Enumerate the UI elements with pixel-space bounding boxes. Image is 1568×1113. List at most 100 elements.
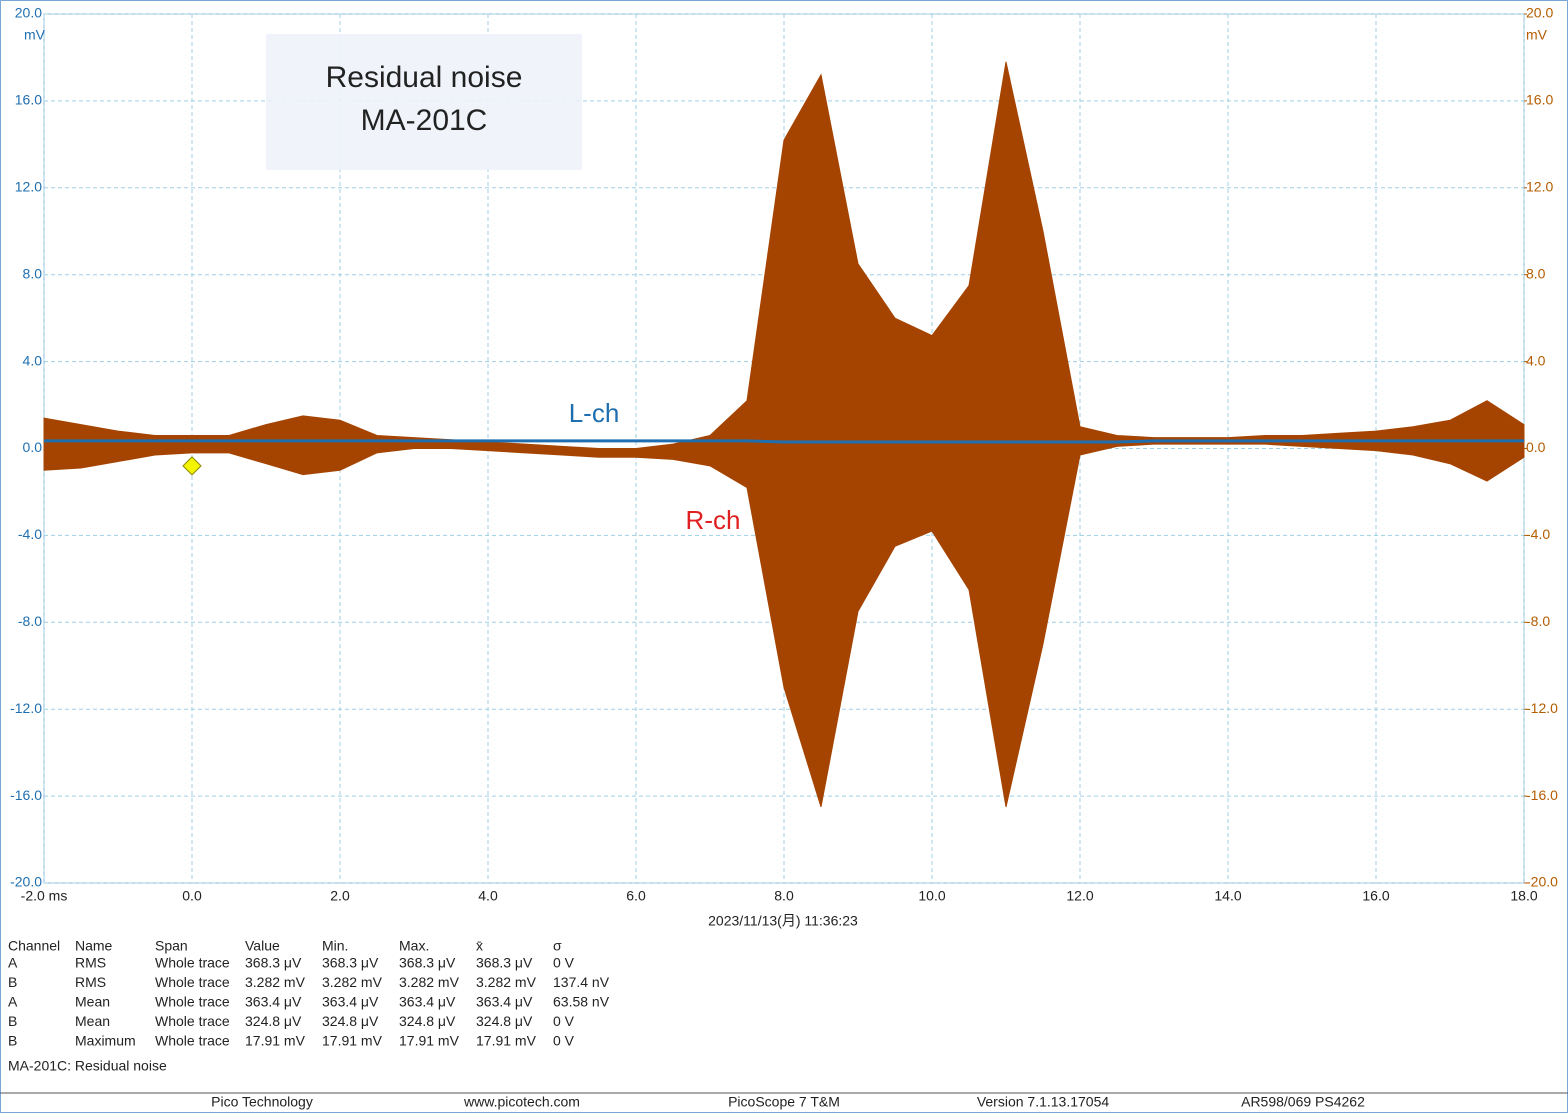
x-tick-label: 4.0	[478, 888, 498, 904]
y2-tick-label: 8.0	[1526, 265, 1546, 281]
table-cell: Mean	[75, 1013, 110, 1029]
y-tick-label: 12.0	[15, 179, 42, 195]
table-cell: 17.91 mV	[476, 1033, 537, 1049]
table-cell: 0 V	[553, 1013, 575, 1029]
table-header: Max.	[399, 938, 429, 954]
table-cell: 368.3 μV	[399, 955, 456, 971]
x-tick-label: 2.0	[330, 888, 350, 904]
note: MA-201C: Residual noise	[8, 1058, 167, 1074]
table-cell: 17.91 mV	[399, 1033, 460, 1049]
table-cell: 3.282 mV	[476, 974, 537, 990]
x-tick-label: 10.0	[918, 888, 945, 904]
table-cell: 363.4 μV	[245, 994, 302, 1010]
y-tick-label: -12.0	[10, 700, 42, 716]
table-header: Name	[75, 938, 113, 954]
y-tick-label: 0.0	[23, 439, 43, 455]
table-cell: Whole trace	[155, 955, 230, 971]
y2-tick-label: -12.0	[1526, 700, 1558, 716]
table-cell: B	[8, 1013, 17, 1029]
y2-unit: mV	[1526, 27, 1548, 43]
x-tick-label: 8.0	[774, 888, 794, 904]
y2-tick-label: 20.0	[1526, 5, 1553, 21]
x-tick-label: 18.0	[1510, 888, 1537, 904]
y-tick-label: 4.0	[23, 352, 43, 368]
y-unit: mV	[24, 27, 46, 43]
x-tick-label: 0.0	[182, 888, 202, 904]
table-cell: B	[8, 974, 17, 990]
table-header: Value	[245, 938, 280, 954]
y2-tick-label: 16.0	[1526, 92, 1553, 108]
x-tick-label: 14.0	[1214, 888, 1241, 904]
annotation-line: Residual noise	[326, 61, 523, 94]
table-cell: 17.91 mV	[322, 1033, 383, 1049]
table-header: Channel	[8, 938, 60, 954]
x-tick-label: 6.0	[626, 888, 646, 904]
table-cell: A	[8, 994, 18, 1010]
table-cell: RMS	[75, 955, 106, 971]
table-cell: Maximum	[75, 1033, 136, 1049]
table-cell: 0 V	[553, 955, 575, 971]
table-cell: 368.3 μV	[245, 955, 302, 971]
footer-item: Version 7.1.13.17054	[977, 1094, 1110, 1110]
y2-tick-label: 4.0	[1526, 352, 1546, 368]
y-tick-label: -8.0	[18, 613, 42, 629]
y-tick-label: 20.0	[15, 5, 42, 21]
trigger-marker	[182, 456, 202, 476]
table-cell: 363.4 μV	[322, 994, 379, 1010]
y2-tick-label: -16.0	[1526, 787, 1558, 803]
table-cell: B	[8, 1033, 17, 1049]
footer-item: PicoScope 7 T&M	[728, 1094, 840, 1110]
y-tick-label: 16.0	[15, 92, 42, 108]
series-label: R-ch	[686, 505, 741, 535]
table-cell: Whole trace	[155, 1013, 230, 1029]
table-cell: 3.282 mV	[245, 974, 306, 990]
table-cell: RMS	[75, 974, 106, 990]
table-header: Min.	[322, 938, 348, 954]
table-cell: Whole trace	[155, 974, 230, 990]
table-cell: 17.91 mV	[245, 1033, 306, 1049]
x-tick-label: 16.0	[1362, 888, 1389, 904]
x-tick-label: -2.0 ms	[21, 888, 68, 904]
table-cell: 363.4 μV	[399, 994, 456, 1010]
y2-tick-label: -20.0	[1526, 874, 1558, 890]
table-cell: A	[8, 955, 18, 971]
annotation-line: MA-201C	[361, 104, 488, 137]
table-cell: 63.58 nV	[553, 994, 610, 1010]
table-cell: Mean	[75, 994, 110, 1010]
table-cell: 324.8 μV	[322, 1013, 379, 1029]
y2-tick-label: -8.0	[1526, 613, 1550, 629]
y-tick-label: -4.0	[18, 526, 42, 542]
annotation-box	[266, 34, 582, 170]
table-header: x̄	[476, 938, 483, 954]
table-cell: Whole trace	[155, 994, 230, 1010]
table-cell: 324.8 μV	[399, 1013, 456, 1029]
footer-item: Pico Technology	[211, 1094, 313, 1110]
y-tick-label: 8.0	[23, 265, 43, 281]
y2-tick-label: 12.0	[1526, 179, 1553, 195]
trace-line	[44, 439, 1524, 444]
series-label: L-ch	[569, 398, 620, 428]
table-cell: 324.8 μV	[245, 1013, 302, 1029]
table-cell: Whole trace	[155, 1033, 230, 1049]
table-cell: 368.3 μV	[476, 955, 533, 971]
x-tick-label: 12.0	[1066, 888, 1093, 904]
footer-item: www.picotech.com	[463, 1094, 580, 1110]
table-cell: 137.4 nV	[553, 974, 610, 990]
y2-tick-label: -4.0	[1526, 526, 1550, 542]
table-cell: 0 V	[553, 1033, 575, 1049]
table-cell: 324.8 μV	[476, 1013, 533, 1029]
y2-tick-label: 0.0	[1526, 439, 1546, 455]
y-tick-label: -16.0	[10, 787, 42, 803]
table-cell: 3.282 mV	[399, 974, 460, 990]
table-cell: 363.4 μV	[476, 994, 533, 1010]
table-cell: 3.282 mV	[322, 974, 383, 990]
table-header: Span	[155, 938, 188, 954]
table-cell: 368.3 μV	[322, 955, 379, 971]
footer-item: AR598/069 PS4262	[1241, 1094, 1365, 1110]
y-tick-label: -20.0	[10, 874, 42, 890]
trace-envelope	[43, 61, 1525, 808]
timestamp: 2023/11/13(月) 11:36:23	[708, 913, 858, 929]
table-header: σ	[553, 938, 562, 954]
